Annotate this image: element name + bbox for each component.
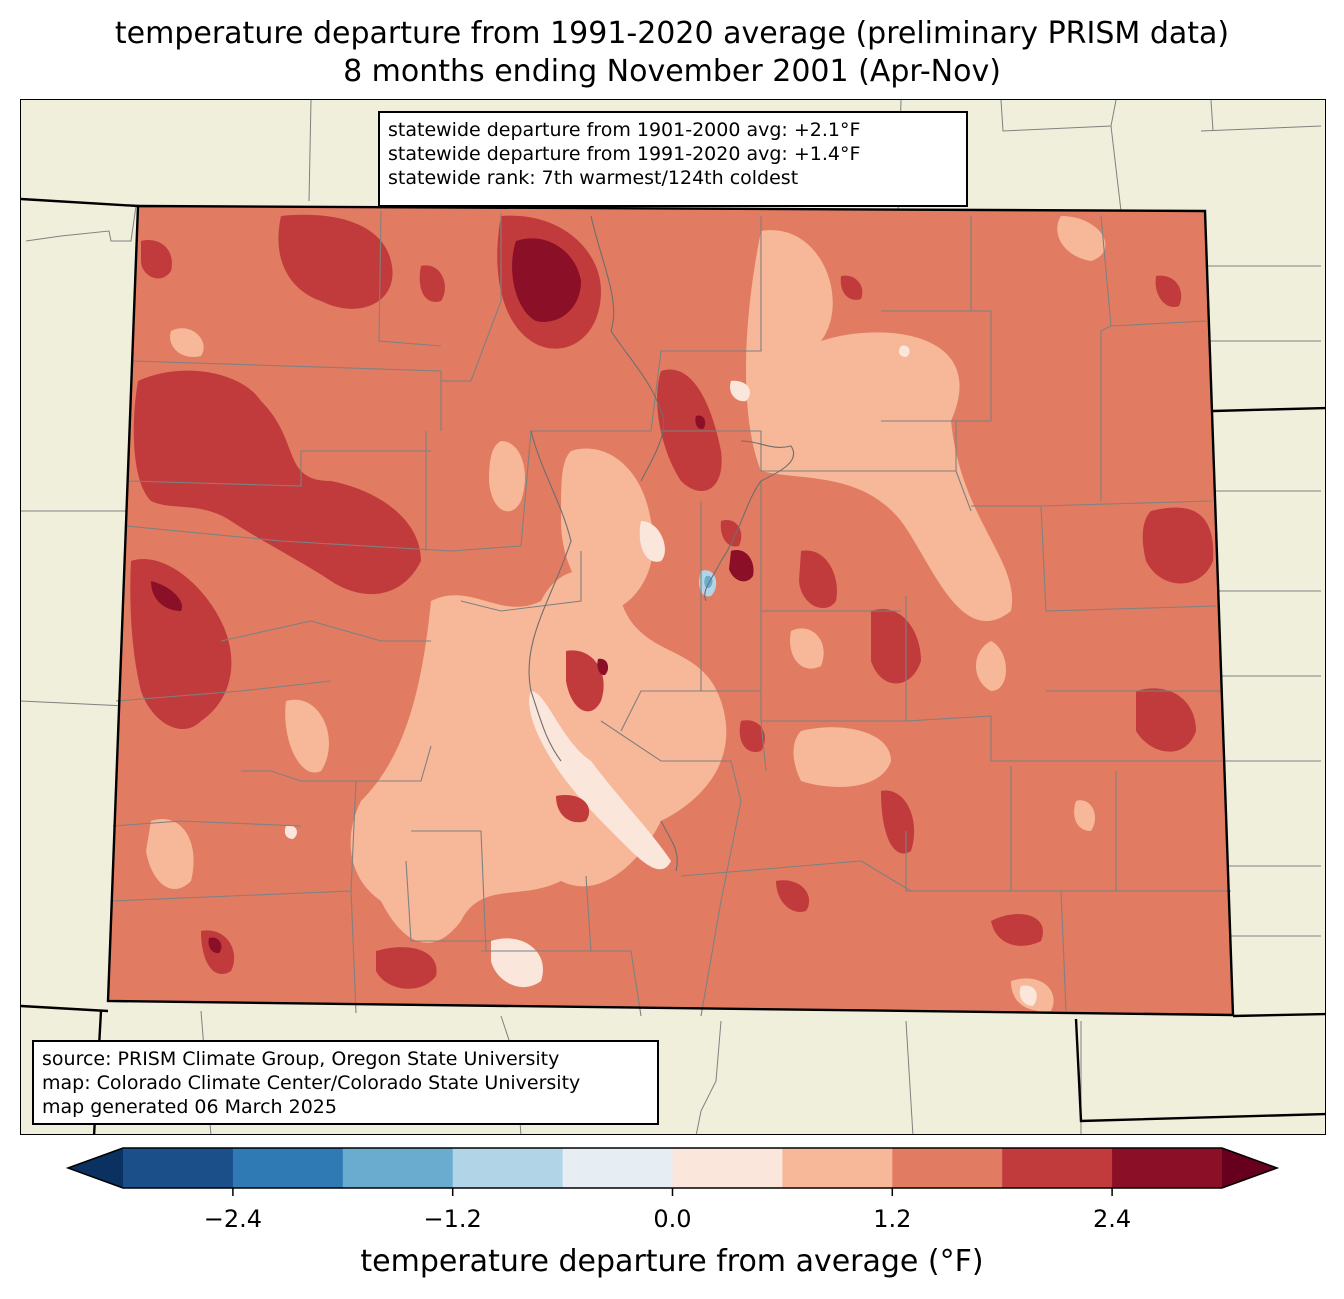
map-credit-line: map: Colorado Climate Center/Colorado St…: [42, 1072, 581, 1094]
colorbar-under-arrow: [68, 1148, 123, 1188]
source-line: source: PRISM Climate Group, Oregon Stat…: [42, 1048, 560, 1070]
colorbar-bin: [1002, 1148, 1113, 1188]
colorbar-over-arrow: [1222, 1148, 1277, 1188]
colorbar: [65, 1147, 1280, 1196]
colorbar-bin: [892, 1148, 1003, 1188]
warm-extreme-zones: [151, 238, 754, 954]
colorbar-tick-label: −2.4: [203, 1205, 263, 1233]
statewide-stats-box: statewide departure from 1901-2000 avg: …: [378, 111, 968, 207]
colorbar-bin: [452, 1148, 564, 1188]
colorbar-ticks: [232, 1188, 1113, 1196]
warm-strong-zones: [130, 214, 1214, 989]
stats-departure-1991-2020: statewide departure from 1991-2020 avg: …: [388, 143, 861, 165]
colorbar-tick-label: 1.2: [873, 1205, 912, 1233]
neighbor-state-borders: [21, 197, 1325, 1134]
source-box: source: PRISM Climate Group, Oregon Stat…: [32, 1040, 659, 1125]
colorbar-bin: [1112, 1148, 1223, 1188]
colorbar-bin: [232, 1148, 344, 1188]
stats-rank: statewide rank: 7th warmest/124th coldes…: [388, 167, 799, 189]
stats-departure-1901-2000: statewide departure from 1901-2000 avg: …: [388, 119, 861, 141]
colorbar-tick-label: −1.2: [423, 1205, 482, 1233]
colorado-map: [21, 100, 1325, 1134]
colorbar-bin: [123, 1148, 234, 1188]
colorbar-label: temperature departure from average (°F): [360, 1244, 984, 1279]
map-panel: [20, 99, 1326, 1135]
colorado-state-border: [106, 204, 1235, 1017]
colorbar-bin: [562, 1148, 673, 1188]
colorbar-outline: [65, 1147, 1280, 1189]
colorbar-bin: [342, 1148, 454, 1188]
map-title-line1: temperature departure from 1991-2020 ave…: [114, 16, 1230, 51]
colorbar-bin: [672, 1148, 783, 1188]
generated-date-line: map generated 06 March 2025: [42, 1096, 337, 1118]
map-title-line2: 8 months ending November 2001 (Apr-Nov): [343, 54, 1001, 89]
colorbar-bin: [782, 1148, 893, 1188]
colorbar-segments: [65, 1147, 1280, 1189]
colorado-county-lines: [110, 210, 1231, 1017]
river-boundaries: [528, 215, 794, 872]
colorbar-tick-label: 2.4: [1093, 1205, 1132, 1233]
colorbar-tick-label: 0.0: [653, 1205, 692, 1233]
